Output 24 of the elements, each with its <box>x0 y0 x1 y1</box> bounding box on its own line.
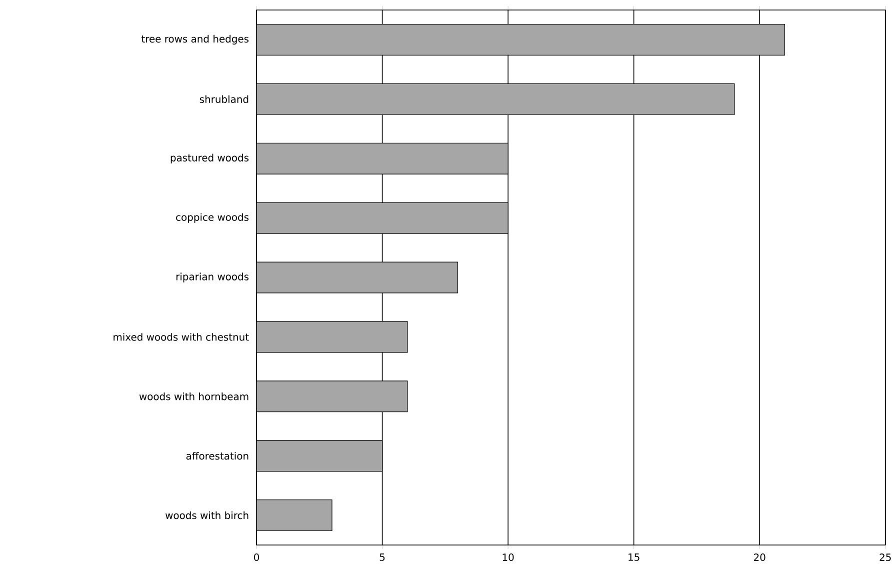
bar <box>256 380 408 412</box>
y-tick-label: shrubland <box>200 95 248 103</box>
y-tick-label: woods with birch <box>166 511 248 519</box>
bar <box>256 262 458 294</box>
y-tick-label: coppice woods <box>176 213 249 223</box>
bar <box>256 499 332 531</box>
bar <box>256 83 735 115</box>
x-tick-label: 25 <box>880 553 891 561</box>
y-tick-label: woods with hornbeam <box>139 392 248 400</box>
x-tick-label: 10 <box>502 553 514 561</box>
bar <box>256 202 508 234</box>
x-tick-label: 15 <box>628 553 640 561</box>
y-tick-label: riparian woods <box>176 272 249 282</box>
bar <box>256 440 383 472</box>
y-tick-label: afforestation <box>186 452 248 460</box>
bar <box>256 142 508 174</box>
x-tick-label: 20 <box>754 553 766 561</box>
x-tick-label: 5 <box>380 553 385 561</box>
x-tick-label: 0 <box>254 553 260 561</box>
bar <box>256 321 408 353</box>
bar <box>256 24 786 56</box>
y-tick-label: tree rows and hedges <box>141 34 249 44</box>
y-tick-label: mixed woods with chestnut <box>114 332 249 341</box>
y-tick-label: pastured woods <box>170 154 249 164</box>
